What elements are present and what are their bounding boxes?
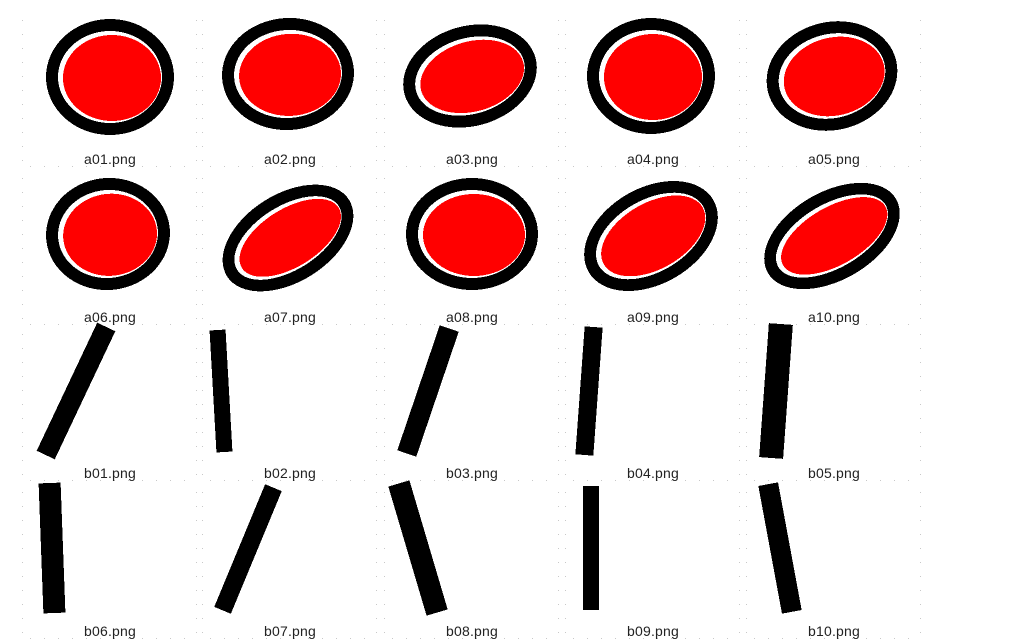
blob-fill — [781, 197, 888, 275]
red-blob-image — [746, 178, 921, 325]
red-blob-image — [565, 178, 740, 325]
thumbnail-filename: b06.png — [83, 623, 136, 639]
black-stroke-image — [746, 323, 921, 481]
thumbnail-filename: a05.png — [807, 151, 860, 167]
dot-grid — [746, 20, 921, 167]
dot-grid — [565, 492, 740, 639]
thumbnail-tile[interactable]: a05.png — [744, 14, 924, 172]
thumbnail-tile[interactable]: a01.png — [20, 14, 200, 172]
dot-grid — [565, 334, 740, 481]
blob-fill — [423, 194, 525, 276]
thumbnail-filename: a07.png — [263, 309, 316, 325]
dot-grid — [202, 178, 377, 325]
dot-grid — [22, 334, 197, 481]
black-stroke-image — [565, 486, 740, 639]
blob-fill — [420, 39, 525, 114]
thumbnail-filename: b08.png — [445, 623, 498, 639]
dot-grid — [384, 178, 559, 325]
stroke-mark — [397, 325, 459, 457]
thumbnail-filename: a03.png — [445, 151, 498, 167]
stroke-mark — [209, 329, 233, 453]
thumbnail-tile[interactable]: a07.png — [200, 172, 380, 330]
black-stroke-image — [384, 325, 559, 481]
thumbnail-tile[interactable]: b04.png — [563, 326, 743, 486]
blob-fill — [63, 35, 161, 121]
dot-grid — [202, 492, 377, 639]
red-blob-image — [22, 19, 197, 167]
black-stroke-image — [202, 484, 377, 639]
dot-grid — [384, 20, 559, 167]
thumbnail-tile[interactable]: b07.png — [200, 484, 380, 644]
thumbnail-tile[interactable]: a03.png — [382, 14, 562, 172]
thumbnail-filename: a08.png — [445, 309, 498, 325]
thumbnail-filename: b02.png — [263, 465, 316, 481]
red-blob-image — [22, 177, 197, 325]
dot-grid — [746, 178, 921, 325]
thumbnail-filename: a10.png — [807, 309, 860, 325]
blob-fill — [783, 36, 885, 117]
stroke-mark — [575, 326, 603, 456]
thumbnail-tile[interactable]: b05.png — [744, 323, 924, 486]
thumbnail-tile[interactable]: a02.png — [200, 14, 380, 172]
blob-fill — [604, 34, 702, 120]
thumbnail-tile[interactable]: b03.png — [382, 325, 562, 486]
black-stroke-image — [384, 480, 559, 639]
stroke-mark — [759, 323, 793, 459]
blob-fill — [239, 33, 342, 116]
thumbnail-filename: b05.png — [807, 465, 860, 481]
thumbnail-filename: a04.png — [626, 151, 679, 167]
blob-fill — [239, 198, 341, 277]
stroke-mark — [214, 484, 282, 614]
black-stroke-image — [22, 322, 197, 481]
dot-grid — [565, 20, 740, 167]
thumbnail-tile[interactable]: b02.png — [200, 328, 380, 486]
red-blob-image — [565, 18, 740, 167]
red-blob-image — [202, 178, 377, 325]
stroke-mark — [388, 480, 448, 616]
red-blob-image — [202, 17, 377, 167]
thumbnail-tile[interactable]: a08.png — [382, 172, 562, 330]
stroke-mark — [38, 482, 66, 614]
dot-grid — [384, 492, 559, 639]
dot-grid — [384, 334, 559, 481]
thumbnail-tile[interactable]: a06.png — [20, 172, 200, 330]
blob-fill — [601, 195, 706, 277]
thumbnail-filename: b04.png — [626, 465, 679, 481]
stroke-mark — [758, 482, 802, 614]
thumbnail-filename: b10.png — [807, 623, 860, 639]
thumbnail-filename: b03.png — [445, 465, 498, 481]
thumbnail-tile[interactable]: a04.png — [563, 14, 743, 172]
black-stroke-image — [746, 482, 921, 639]
black-stroke-image — [202, 329, 377, 481]
dot-grid — [22, 492, 197, 639]
thumbnail-tile[interactable]: b01.png — [20, 322, 200, 486]
thumbnail-tile[interactable]: b10.png — [744, 482, 924, 644]
thumbnail-tile[interactable]: b08.png — [382, 480, 562, 644]
red-blob-image — [746, 20, 921, 167]
thumbnail-filename: a06.png — [83, 309, 136, 325]
black-stroke-image — [565, 326, 740, 481]
red-blob-image — [384, 20, 559, 167]
thumbnail-tile[interactable]: b09.png — [563, 486, 743, 644]
thumbnail-tile[interactable]: b06.png — [20, 482, 200, 644]
dot-grid — [746, 492, 921, 639]
dot-grid — [565, 178, 740, 325]
blob-fill — [63, 193, 158, 276]
stroke-mark — [36, 322, 116, 460]
thumbnail-filename: b07.png — [263, 623, 316, 639]
dot-grid — [22, 20, 197, 167]
dot-grid — [202, 334, 377, 481]
thumbnail-filename: a01.png — [83, 151, 136, 167]
thumbnail-filename: b09.png — [626, 623, 679, 639]
thumbnail-tile[interactable]: a09.png — [563, 172, 743, 330]
thumbnail-filename: a09.png — [626, 309, 679, 325]
black-stroke-image — [22, 482, 197, 639]
dot-grid — [746, 334, 921, 481]
thumbnail-filename: b01.png — [83, 465, 136, 481]
thumbnail-tile[interactable]: a10.png — [744, 172, 924, 330]
thumbnail-filename: a02.png — [263, 151, 316, 167]
dot-grid — [202, 20, 377, 167]
red-blob-image — [384, 178, 559, 325]
